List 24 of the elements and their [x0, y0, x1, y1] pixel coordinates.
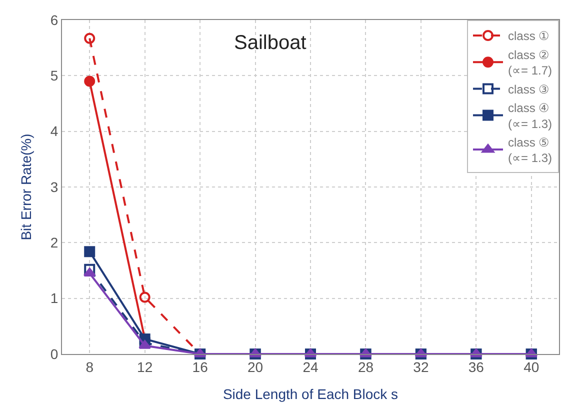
x-axis-title: Side Length of Each Block s [222, 386, 398, 402]
x-tick-label: 8 [86, 358, 94, 375]
x-tick-label: 16 [192, 358, 208, 375]
y-tick-label: 1 [50, 290, 58, 306]
y-tick-label: 5 [50, 68, 58, 84]
x-tick-label: 36 [468, 358, 484, 375]
x-tick-label: 40 [524, 358, 540, 375]
x-tick-label: 24 [302, 358, 318, 375]
legend-label: class ③ [508, 82, 550, 96]
legend-label: class ② (∝= 1.7) [508, 48, 552, 78]
x-tick-label: 12 [137, 358, 153, 375]
x-tick-label: 32 [413, 358, 429, 375]
y-tick-label: 0 [50, 346, 58, 362]
y-tick-label: 4 [50, 123, 58, 140]
x-tick-label: 28 [358, 358, 374, 375]
y-tick-label: 6 [50, 12, 58, 28]
y-tick-label: 3 [50, 178, 58, 195]
x-tick-label: 20 [247, 358, 264, 375]
legend-label: class ⑤ (∝= 1.3) [508, 135, 552, 165]
text: Sailboat [234, 32, 307, 54]
legend-label: class ① [508, 29, 550, 44]
legend-label: class ④ (∝= 1.3) [508, 101, 552, 131]
y-tick-label: 2 [50, 234, 58, 251]
y-axis-title: Bit Error Rate(%) [18, 134, 34, 240]
